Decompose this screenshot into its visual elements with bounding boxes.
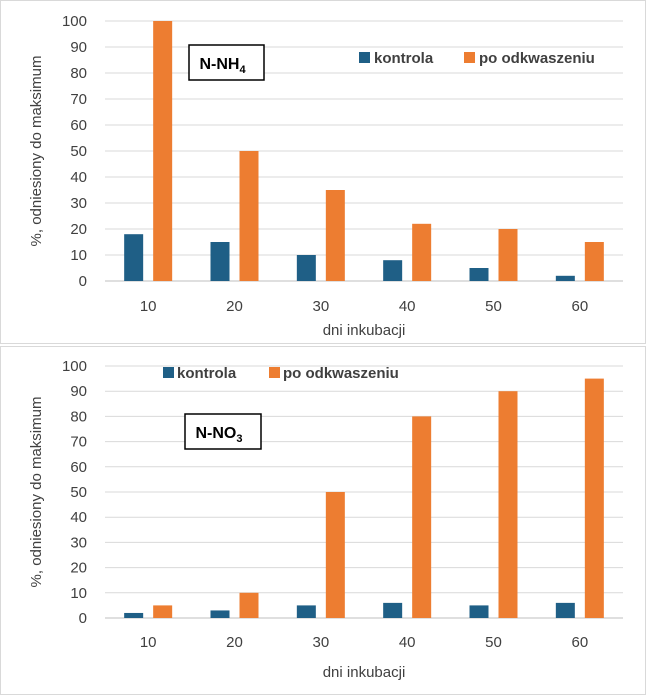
bar-kontrola [296, 255, 316, 281]
title-box-base: N-NO [195, 425, 236, 442]
y-tick-label: 10 [70, 247, 87, 264]
legend-swatch-kontrola [359, 52, 370, 63]
y-tick-label: 60 [70, 459, 87, 476]
y-tick-label: 20 [70, 560, 87, 577]
x-tick-label: 60 [571, 298, 588, 315]
bar-kontrola [124, 234, 144, 281]
y-tick-label: 40 [70, 509, 87, 526]
y-tick-label: 50 [70, 484, 87, 501]
y-tick-label: 90 [70, 39, 87, 56]
bar-kontrola [555, 602, 575, 618]
x-tick-label: 40 [399, 634, 416, 651]
chart-nh4: 0 10 20 30 40 50 60 70 80 90 100 10 20 30 40 50 60 dni in… [28, 13, 623, 339]
x-tick-label: 20 [226, 298, 243, 315]
y-tick-label: 10 [70, 585, 87, 602]
bar-po-odkwaszeniu [412, 416, 432, 618]
legend-label-po-odkwaszeniu: po odkwaszeniu [283, 365, 399, 382]
y-tick-label: 80 [70, 65, 87, 82]
bar-kontrola [124, 612, 144, 618]
y-tick-label: 70 [70, 91, 87, 108]
bar-kontrola [210, 610, 230, 618]
x-tick-label: 60 [571, 634, 588, 651]
y-tick-label: 0 [79, 610, 87, 627]
bar-po-odkwaszeniu [153, 21, 173, 281]
x-tick-label: 40 [399, 298, 416, 315]
chart-panel-no3: 0 10 20 30 40 50 60 70 80 90 100 10 20 30 40 50 60 dni in… [0, 346, 646, 695]
y-tick-label: 50 [70, 143, 87, 160]
title-box-base: N-NH [199, 56, 239, 73]
x-axis-title: dni inkubacji [323, 664, 406, 681]
x-tick-label: 50 [485, 634, 502, 651]
y-tick-label: 40 [70, 169, 87, 186]
bar-po-odkwaszeniu [239, 151, 259, 281]
bar-kontrola [296, 605, 316, 618]
x-tick-label: 10 [140, 298, 157, 315]
y-tick-label: 60 [70, 117, 87, 134]
x-tick-label: 30 [312, 634, 329, 651]
legend-swatch-po-odkwaszeniu [269, 367, 280, 378]
bar-po-odkwaszeniu [498, 391, 518, 618]
x-tick-label: 30 [312, 298, 329, 315]
bar-po-odkwaszeniu [239, 592, 259, 618]
y-tick-label: 0 [79, 273, 87, 290]
chart-no3: 0 10 20 30 40 50 60 70 80 90 100 10 20 30 40 50 60 dni in… [28, 358, 623, 681]
title-box [188, 44, 265, 81]
y-tick-label: 70 [70, 434, 87, 451]
y-tick-label: 80 [70, 408, 87, 425]
x-tick-label: 10 [140, 634, 157, 651]
bar-kontrola [469, 268, 489, 281]
y-tick-label: 90 [70, 383, 87, 400]
bar-po-odkwaszeniu [584, 378, 604, 618]
y-tick-label: 30 [70, 195, 87, 212]
chart-panel-nh4: 0 10 20 30 40 50 60 70 80 90 100 10 20 30 40 50 60 dni in… [0, 0, 646, 344]
y-axis-title: %, odniesiony do maksimum [28, 56, 45, 247]
bar-kontrola [210, 242, 230, 281]
bar-po-odkwaszeniu [584, 242, 604, 281]
y-tick-label: 20 [70, 221, 87, 238]
bar-kontrola [469, 605, 489, 618]
y-tick-label: 100 [62, 358, 87, 375]
bar-kontrola [383, 260, 403, 281]
title-box [184, 413, 262, 450]
legend-swatch-kontrola [163, 367, 174, 378]
legend-label-po-odkwaszeniu: po odkwaszeniu [479, 50, 595, 67]
title-box-label: N-NH4 [199, 56, 246, 76]
title-box-subscript: 3 [236, 433, 242, 445]
legend-label-kontrola: kontrola [177, 365, 237, 382]
bar-po-odkwaszeniu [325, 492, 345, 618]
x-tick-label: 20 [226, 634, 243, 651]
bar-kontrola [555, 275, 575, 281]
bar-po-odkwaszeniu [412, 223, 432, 281]
bar-po-odkwaszeniu [153, 605, 173, 618]
bar-po-odkwaszeniu [325, 190, 345, 281]
x-axis-title: dni inkubacji [323, 322, 406, 339]
bar-po-odkwaszeniu [498, 229, 518, 281]
legend-label-kontrola: kontrola [374, 50, 434, 67]
y-axis-title: %, odniesiony do maksimum [28, 397, 45, 588]
bar-kontrola [383, 602, 403, 618]
y-tick-label: 30 [70, 534, 87, 551]
title-box-subscript: 4 [239, 64, 246, 76]
y-tick-label: 100 [62, 13, 87, 30]
legend-swatch-po-odkwaszeniu [464, 52, 475, 63]
title-box-label: N-NO3 [195, 425, 242, 445]
x-tick-label: 50 [485, 298, 502, 315]
